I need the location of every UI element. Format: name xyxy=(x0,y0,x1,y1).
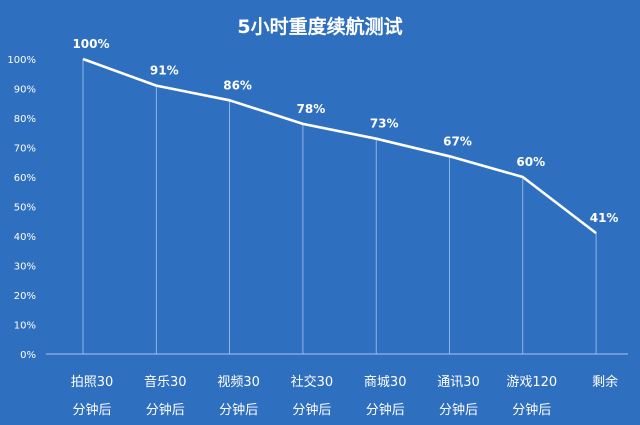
chart-title: 5小时重度续航测试 xyxy=(237,15,402,38)
data-label: 67% xyxy=(443,134,472,148)
y-tick-label: 80% xyxy=(14,114,36,125)
data-label: 41% xyxy=(590,211,619,225)
x-tick-label: 游戏120 xyxy=(506,375,557,390)
y-tick-label: 70% xyxy=(14,144,36,155)
x-tick-label: 视频30 xyxy=(217,375,260,390)
y-tick-label: 60% xyxy=(14,173,36,184)
x-tick-label: 音乐30 xyxy=(144,374,187,390)
x-tick-label: 商城30 xyxy=(364,375,407,390)
y-tick-label: 100% xyxy=(7,55,36,66)
x-tick-label-line2: 分钟后 xyxy=(219,402,258,418)
y-tick-label: 50% xyxy=(14,203,36,214)
data-label: 91% xyxy=(150,64,179,78)
x-tick-label-line2: 分钟后 xyxy=(146,402,185,418)
data-label: 100% xyxy=(72,37,109,51)
y-tick-label: 10% xyxy=(14,321,36,332)
data-label: 73% xyxy=(370,117,399,131)
x-tick-label: 通讯30 xyxy=(437,375,480,390)
data-label: 78% xyxy=(297,102,326,116)
x-tick-label-line2: 分钟后 xyxy=(366,402,405,418)
x-tick-label: 社交30 xyxy=(291,374,334,390)
x-axis-ticks: 拍照30 分钟后 音乐30 分钟后 视频30 分钟后 社交30 分钟后 商城30 分钟后 通讯30 分… xyxy=(71,374,618,418)
y-tick-label: 30% xyxy=(14,262,36,273)
y-axis-ticks: 0% 10% 20% 30% 40% 50% 60% 70% 80% 90% 100% xyxy=(7,55,36,361)
series-line xyxy=(82,57,597,235)
x-tick-label: 剩余 xyxy=(592,374,618,390)
y-tick-label: 40% xyxy=(14,232,36,243)
data-label: 86% xyxy=(223,78,252,92)
y-tick-label: 90% xyxy=(14,85,36,96)
x-tick-label: 拍照30 xyxy=(71,375,114,390)
x-tick-label-line2: 分钟后 xyxy=(72,402,111,418)
x-tick-label-line2: 分钟后 xyxy=(439,402,478,418)
data-label: 60% xyxy=(516,155,545,169)
drop-lines xyxy=(82,59,597,354)
x-tick-label-line2: 分钟后 xyxy=(292,402,331,418)
x-tick-label-line2: 分钟后 xyxy=(512,402,551,418)
data-labels: 100% 91% 86% 78% 73% 67% 60% 41% xyxy=(72,37,618,225)
y-tick-label: 0% xyxy=(20,350,36,361)
y-tick-label: 20% xyxy=(14,291,36,302)
